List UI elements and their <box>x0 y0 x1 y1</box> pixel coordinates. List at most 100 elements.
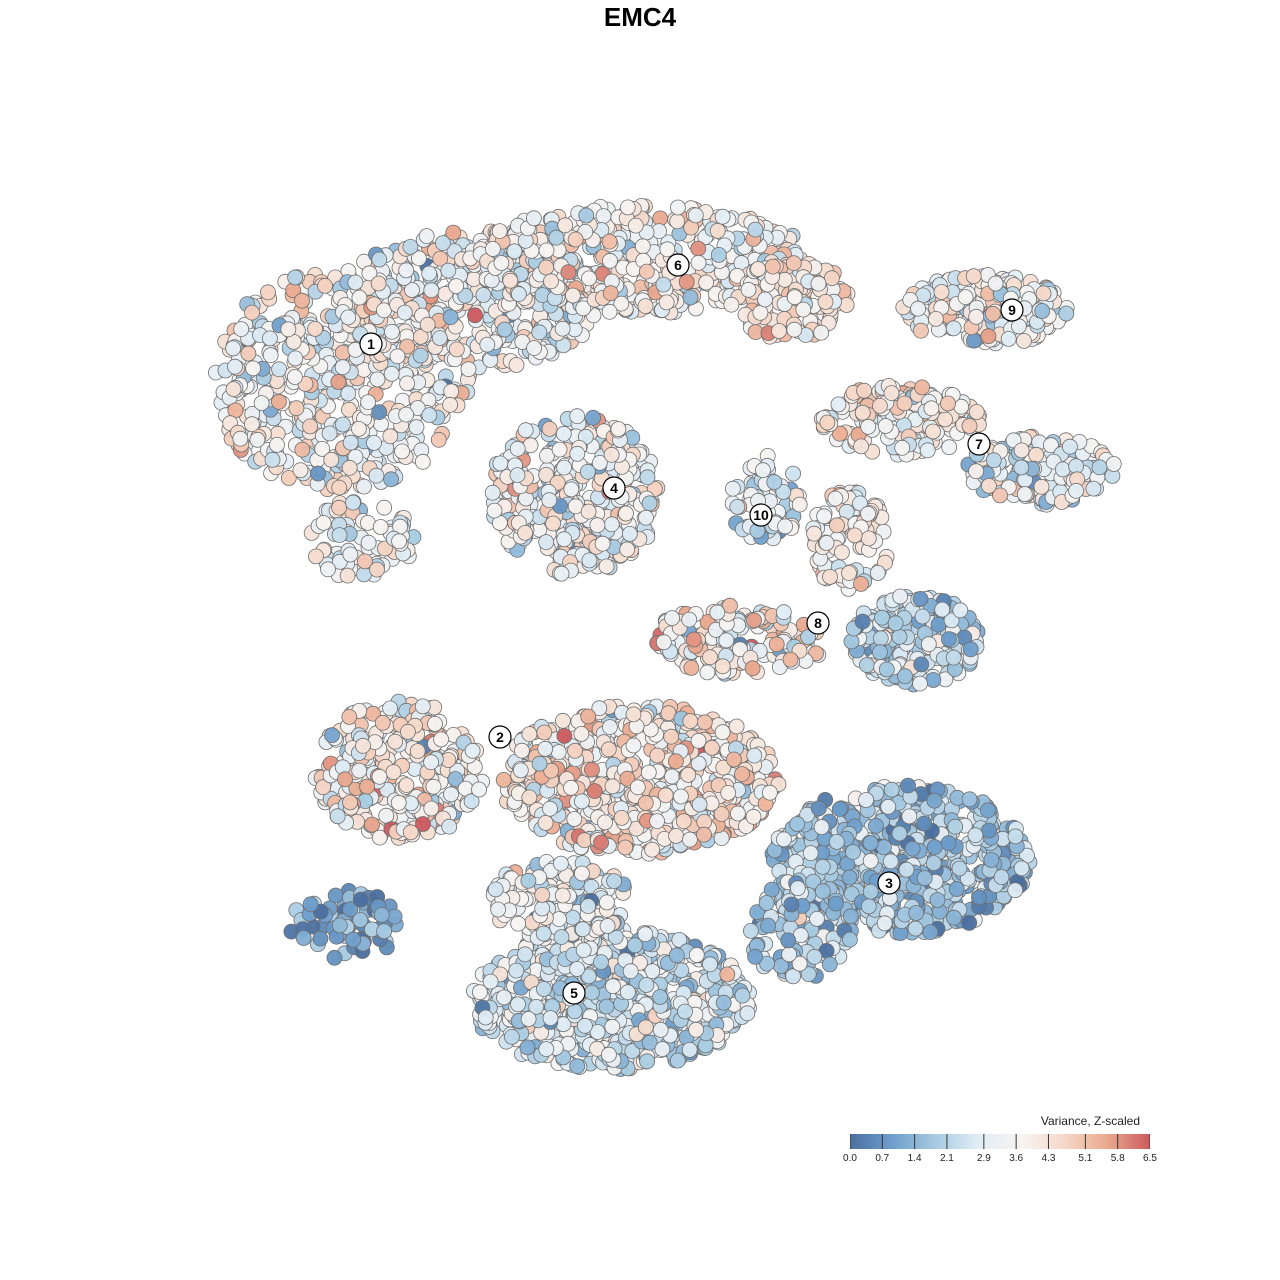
cell-point <box>1035 285 1052 302</box>
cell-point <box>302 418 319 435</box>
cell-point <box>872 630 889 647</box>
cell-point <box>341 459 358 476</box>
cell-point <box>785 465 801 482</box>
cell-point <box>952 602 969 619</box>
cell-point <box>249 431 266 448</box>
cell-point <box>280 470 297 486</box>
cell-point <box>853 576 869 592</box>
cell-point <box>916 815 932 832</box>
cell-point <box>883 781 900 798</box>
cell-point <box>398 262 415 279</box>
cell-point <box>678 274 695 290</box>
cell-point <box>810 800 827 817</box>
cell-point <box>817 293 834 310</box>
cell-point <box>434 235 451 252</box>
cell-point <box>398 406 415 423</box>
cell-point <box>610 421 627 437</box>
cell-point <box>378 807 395 824</box>
cell-point <box>521 789 538 806</box>
cell-point <box>423 800 440 817</box>
cell-point <box>639 469 656 486</box>
cell-point <box>1062 438 1078 455</box>
cell-point <box>347 274 364 291</box>
cell-point <box>270 393 287 410</box>
cell-point <box>987 275 1004 292</box>
cell-point <box>602 719 618 735</box>
cell-point <box>641 495 658 512</box>
cell-point <box>878 661 895 678</box>
cell-point <box>1034 303 1051 319</box>
cell-point <box>376 499 393 516</box>
cell-point <box>600 741 617 758</box>
cell-point <box>310 465 326 482</box>
cell-point <box>846 527 863 544</box>
cell-point <box>926 839 943 855</box>
cell-point <box>680 767 697 783</box>
cell-point <box>340 385 357 402</box>
cell-point <box>287 269 304 286</box>
cell-point <box>537 815 554 831</box>
cell-point <box>1028 446 1045 463</box>
cell-point <box>448 341 465 358</box>
cell-point <box>542 800 558 817</box>
cell-point <box>841 869 858 886</box>
cell-point <box>699 664 716 681</box>
cell-point <box>1007 828 1024 845</box>
cell-point <box>802 845 819 861</box>
cell-point <box>543 273 559 290</box>
cell-point <box>957 289 974 306</box>
cell-point <box>419 316 436 333</box>
cell-point <box>404 282 420 298</box>
cell-point <box>923 400 940 417</box>
cell-point <box>940 835 957 852</box>
cell-point <box>394 443 411 460</box>
cell-point <box>816 508 832 525</box>
cell-point <box>690 254 707 271</box>
cell-point <box>752 304 769 321</box>
cell-point <box>821 956 838 973</box>
cell-point <box>1091 459 1108 476</box>
cell-point <box>569 445 586 462</box>
cell-point <box>486 502 503 519</box>
cell-point <box>496 321 513 338</box>
cell-point <box>929 892 946 908</box>
cell-point <box>460 361 477 378</box>
cell-point <box>760 917 776 934</box>
cell-point <box>862 852 879 869</box>
cell-point <box>440 262 457 279</box>
cell-point <box>854 404 871 421</box>
cell-point <box>334 416 351 433</box>
cell-point <box>399 723 416 740</box>
cell-point <box>430 431 447 448</box>
cell-point <box>806 948 823 965</box>
cell-point <box>225 381 242 398</box>
cell-point <box>484 241 501 257</box>
cell-point <box>709 222 726 239</box>
cell-point <box>443 383 460 400</box>
cell-point <box>634 238 651 255</box>
cell-point <box>433 731 450 748</box>
cell-point <box>637 795 654 811</box>
cell-point <box>360 394 377 411</box>
cell-point <box>491 223 508 240</box>
cell-point <box>874 609 890 626</box>
cell-point <box>603 446 620 463</box>
cell-point <box>946 909 962 926</box>
cell-point <box>557 217 574 234</box>
cell-point <box>602 285 619 302</box>
cell-point <box>441 818 458 835</box>
cell-point <box>638 263 655 280</box>
cell-point <box>782 651 799 668</box>
cell-point <box>696 826 712 843</box>
cell-point <box>947 818 964 835</box>
cell-point <box>625 706 642 723</box>
cell-point <box>743 923 759 939</box>
cell-point <box>726 751 742 768</box>
cell-point <box>575 300 592 317</box>
cell-point <box>598 558 615 575</box>
cell-point <box>783 896 800 913</box>
cell-point <box>831 801 848 817</box>
cell-point <box>872 644 888 661</box>
cell-point <box>900 777 916 794</box>
cell-point <box>563 481 580 498</box>
